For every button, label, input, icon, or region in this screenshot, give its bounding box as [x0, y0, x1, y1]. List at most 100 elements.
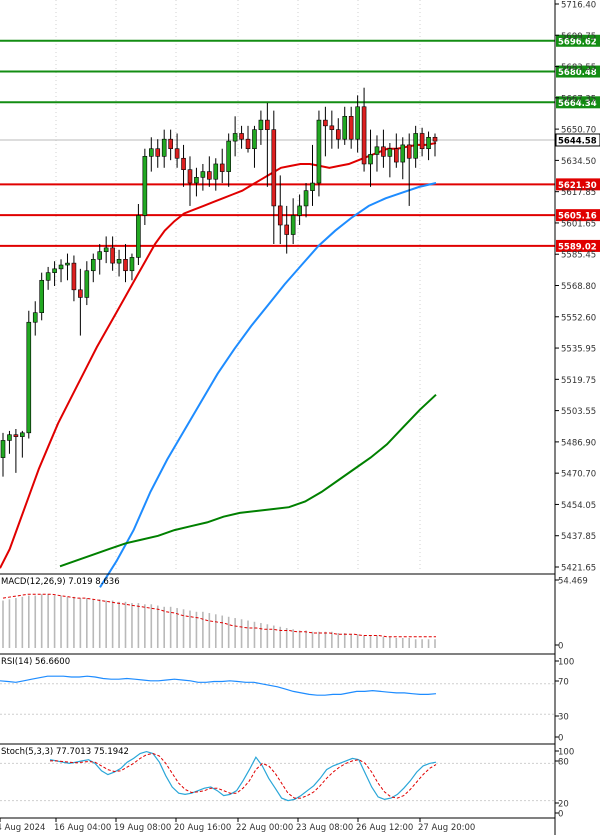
time-tick-label: 26 Aug 12:00 [356, 823, 413, 833]
candle-body-bullish [374, 146, 380, 155]
candle [323, 106, 328, 157]
support-label: 5621.30 [558, 181, 597, 191]
candle-body-bearish [329, 125, 335, 130]
candle [207, 156, 212, 187]
indicator-tick-label: 54.469 [558, 577, 588, 587]
price-tick-label: 5454.05 [561, 501, 596, 511]
candle [58, 259, 64, 283]
candle-body-bullish [342, 116, 348, 140]
price-tick-label: 5470.70 [561, 470, 596, 480]
candle [400, 137, 406, 180]
candle [297, 194, 302, 225]
current-price-label: 5644.58 [558, 136, 597, 146]
candle [90, 253, 96, 283]
candle-body-bullish [316, 119, 322, 184]
price-tick-label: 5650.70 [561, 126, 596, 136]
candle [181, 144, 186, 187]
candle-body-bearish [381, 146, 386, 157]
candle-body-bearish [406, 144, 412, 159]
indicator-tick-label: 20 [558, 800, 569, 810]
support-label: 5589.02 [558, 242, 597, 252]
candle [374, 135, 380, 172]
candle-body-bearish [419, 133, 425, 150]
candle-body-bullish [232, 133, 238, 142]
candle [116, 249, 122, 277]
moving-averages [0, 142, 437, 588]
resistance-label-bg [556, 65, 600, 78]
indicator-tick-label: 100 [558, 748, 574, 758]
candle-body-bullish [426, 136, 431, 150]
candle [413, 125, 418, 168]
stoch-d-line [50, 752, 437, 799]
indicator-tick-label: 70 [558, 678, 569, 688]
candle-body-bullish [58, 264, 64, 270]
time-tick-label: 22 Aug 00:00 [236, 823, 293, 833]
indicator-label: RSI(14) 56.6600 [1, 657, 70, 667]
candle [200, 163, 206, 191]
candle-body-bullish [213, 163, 219, 180]
candle-body-bullish [200, 171, 206, 178]
price-tick-label: 5437.85 [561, 532, 596, 542]
candle [78, 268, 83, 336]
candle-body-bearish [245, 138, 251, 150]
indicator-tick-label: 0 [558, 642, 563, 652]
candle [290, 198, 296, 245]
candle-body-bearish [284, 224, 290, 235]
macd-signal-line [2, 593, 436, 638]
candle [219, 148, 225, 184]
grid [55, 0, 421, 572]
candle-body-bearish [219, 163, 225, 172]
time-tick-label: 16 Aug 04:00 [54, 823, 111, 833]
support-label-bg [556, 239, 600, 252]
price-tick-label: 5585.45 [561, 251, 596, 261]
candle-body-bearish [123, 259, 128, 272]
candle-body-bearish [361, 106, 367, 165]
candle-body-bearish [335, 129, 341, 140]
candle-body-bearish [187, 169, 193, 184]
indicator-tick-label: 100 [558, 658, 574, 668]
time-tick-label: 23 Aug 08:00 [296, 823, 353, 833]
candle-body-bullish [400, 144, 406, 163]
resistance-label-bg [556, 96, 600, 109]
candle-body-bullish [413, 133, 418, 159]
indicator-tick-label: 0 [558, 734, 563, 744]
candle-body-bullish [387, 148, 393, 157]
candle [387, 143, 393, 178]
moving-average-line [59, 393, 437, 568]
candle-body-bullish [310, 182, 315, 191]
candle [226, 133, 231, 187]
candle [187, 156, 193, 206]
moving-average-line [0, 142, 437, 569]
indicator-panels: MACD(12,26,9) 7.019 8.636 54.469 0 RSI(14) … [0, 573, 588, 820]
indicator-tick-label: 30 [558, 713, 569, 723]
candle-body-bearish [168, 138, 173, 150]
price-tick-label: 5667.35 [561, 94, 596, 104]
candle [39, 272, 44, 321]
candle [65, 253, 70, 281]
candle-body-bullish [103, 247, 109, 252]
candle [71, 255, 77, 302]
candle-body-bullish [355, 106, 360, 140]
candle-body-bullish [90, 259, 96, 272]
candle-body-bearish [207, 171, 212, 180]
candle [161, 129, 167, 168]
candle-body-bullish [368, 154, 373, 165]
candle [348, 106, 354, 149]
candle [97, 244, 103, 275]
candle [194, 167, 199, 197]
candle [394, 133, 399, 168]
support-resistance-levels: 5696.62 5680.48 5664.34 5621.30 5605.16 5589.… [0, 34, 600, 252]
candle [342, 106, 348, 145]
candles [0, 87, 438, 477]
candle [277, 175, 283, 245]
candle-body-bullish [0, 440, 6, 458]
price-tick-label: 5519.75 [561, 376, 596, 386]
candle-body-bullish [290, 215, 296, 235]
candle-body-bearish [277, 205, 283, 226]
resistance-label: 5664.34 [558, 99, 597, 109]
candle [310, 144, 315, 206]
indicator-tick-label: 0 [558, 810, 563, 820]
candle-body-bullish [148, 148, 154, 157]
candle [148, 137, 154, 172]
candle-body-bullish [45, 272, 51, 281]
